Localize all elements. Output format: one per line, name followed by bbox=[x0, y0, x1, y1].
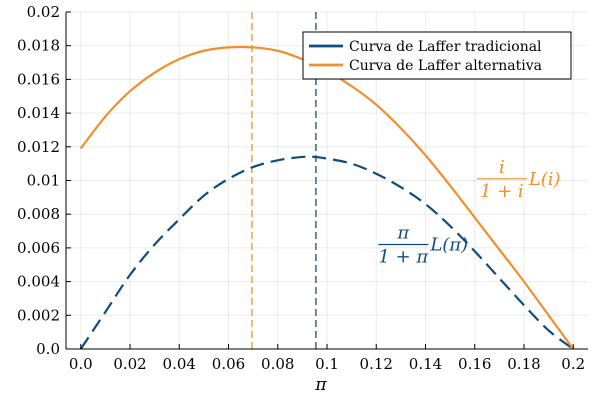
formula-numerator: π bbox=[396, 223, 410, 244]
y-tick-label: 0.018 bbox=[17, 37, 60, 55]
x-tick-label: 0.18 bbox=[507, 355, 540, 373]
y-tick-label: 0.002 bbox=[17, 306, 60, 324]
x-tick-label: 0.04 bbox=[163, 355, 196, 373]
x-tick-label: 0.14 bbox=[409, 355, 442, 373]
y-tick-label: 0.0 bbox=[36, 340, 60, 358]
x-axis-ticks: 0.0 0.02 0.04 0.06 0.08 0.1 0.12 0.14 0.16 0.18 0.… bbox=[69, 344, 585, 373]
formula-denominator: 1 + i bbox=[480, 181, 524, 202]
legend-box bbox=[302, 31, 572, 80]
x-tick-label: 0.08 bbox=[261, 355, 294, 373]
y-tick-label: 0.01 bbox=[27, 172, 60, 190]
x-tick-label: 0.0 bbox=[69, 355, 93, 373]
y-tick-label: 0.008 bbox=[17, 205, 60, 223]
x-tick-label: 0.16 bbox=[458, 355, 491, 373]
y-tick-label: 0.016 bbox=[17, 70, 60, 88]
x-tick-label: 0.02 bbox=[113, 355, 146, 373]
x-tick-label: 0.1 bbox=[315, 355, 339, 373]
curve-formula-label: i 1 + iL(i) bbox=[476, 157, 561, 202]
y-tick-label: 0.012 bbox=[17, 138, 60, 156]
y-tick-label: 0.014 bbox=[17, 104, 60, 122]
curve-formula-label: π 1 + πL(π) bbox=[378, 223, 468, 268]
y-tick-label: 0.006 bbox=[17, 239, 60, 257]
formula-denominator: 1 + π bbox=[378, 247, 429, 268]
legend-entry-label: Curva de Laffer alternativa bbox=[349, 58, 542, 74]
x-tick-label: 0.2 bbox=[561, 355, 585, 373]
formula-suffix: L(i) bbox=[528, 169, 561, 190]
x-axis-label: π bbox=[314, 375, 327, 395]
y-axis-ticks: 0.0 0.002 0.004 0.006 0.008 0.01 0.012 0.014 0.0… bbox=[17, 3, 71, 358]
y-tick-label: 0.02 bbox=[27, 3, 60, 21]
legend-entry-label: Curva de Laffer tradicional bbox=[349, 39, 542, 55]
y-tick-label: 0.004 bbox=[17, 273, 60, 291]
curve-annotations: i 1 + iL(i) π 1 + πL(π) bbox=[378, 157, 561, 268]
x-tick-label: 0.06 bbox=[212, 355, 245, 373]
legend: Curva de Laffer tradicional Curva de Laff… bbox=[302, 31, 572, 80]
x-tick-label: 0.12 bbox=[360, 355, 393, 373]
formula-suffix: L(π) bbox=[429, 235, 468, 256]
formula-numerator: i bbox=[499, 157, 505, 178]
series-line bbox=[79, 155, 574, 350]
